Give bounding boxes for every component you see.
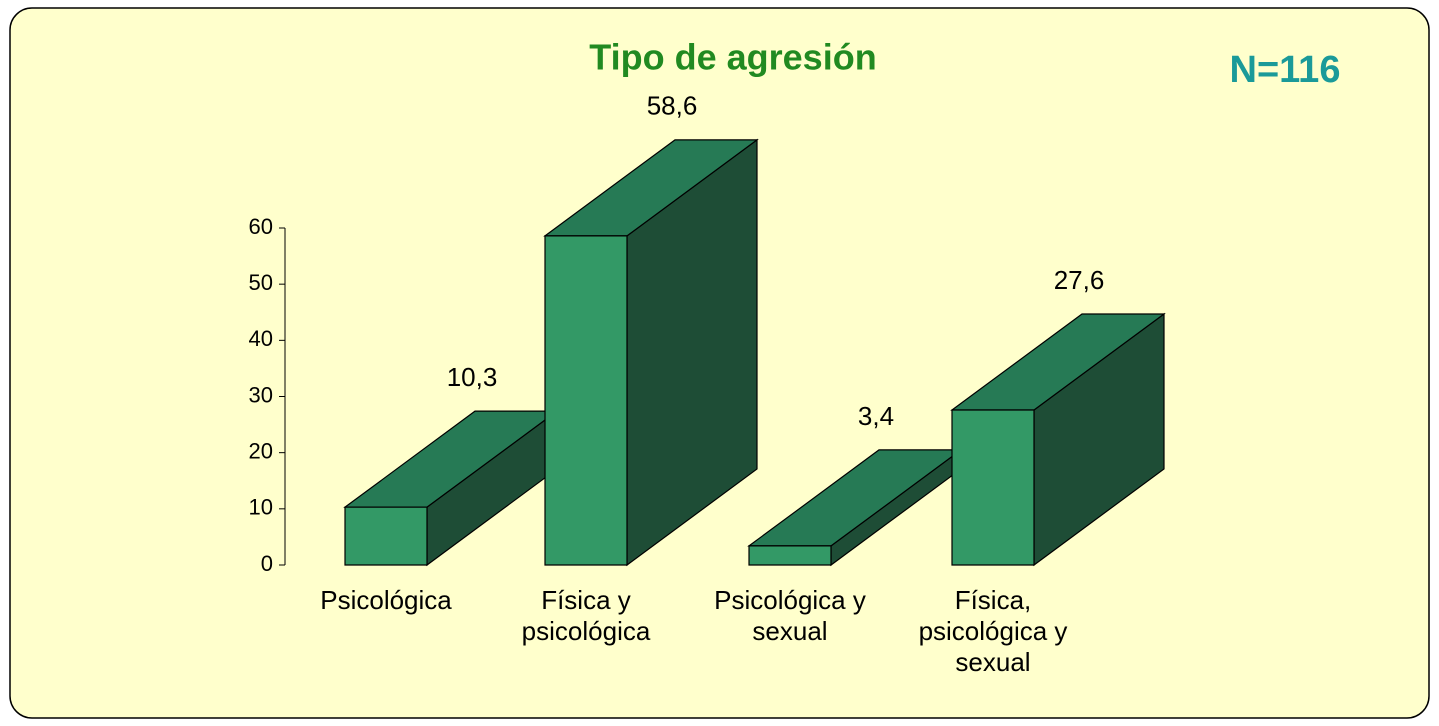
x-tick-label: Física y psicológica (521, 585, 651, 646)
y-tick-label: 50 (249, 270, 273, 295)
x-tick-label: Psicológica (320, 585, 452, 615)
y-tick-label: 10 (249, 495, 273, 520)
bar (343, 409, 559, 567)
y-tick-label: 60 (249, 214, 273, 239)
value-label: 27,6 (1054, 265, 1105, 295)
y-tick-label: 40 (249, 326, 273, 351)
x-tick-label: Física, psicológica y sexual (918, 585, 1068, 677)
bar (543, 138, 759, 567)
bar-front (544, 235, 628, 566)
value-label: 10,3 (447, 362, 498, 392)
value-label: 3,4 (858, 401, 894, 431)
annotation: N=116 (1230, 49, 1341, 91)
y-tick-label: 30 (249, 382, 273, 407)
bar-front (344, 506, 428, 566)
value-label: 58,6 (647, 91, 698, 121)
y-tick-label: 0 (261, 551, 273, 576)
bar (950, 312, 1166, 567)
bar-front (748, 545, 832, 566)
chart-title: Tipo de agresión (589, 37, 876, 78)
bar-front (951, 409, 1035, 566)
x-tick-label: Psicológica y sexual (714, 585, 866, 646)
y-tick-label: 20 (249, 438, 273, 463)
